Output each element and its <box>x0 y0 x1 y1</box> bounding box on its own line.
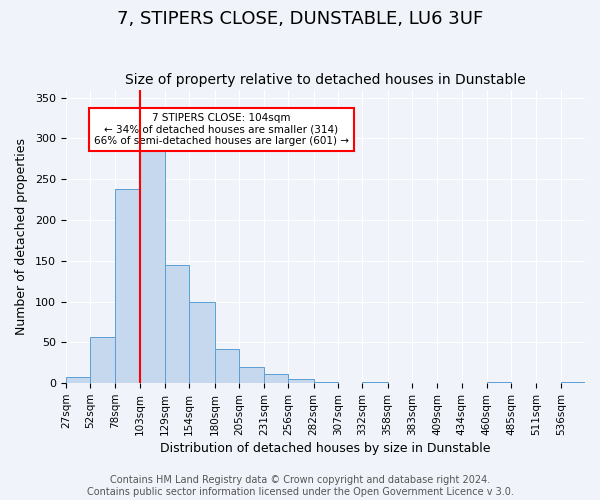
Bar <box>66 376 90 383</box>
Bar <box>289 379 314 383</box>
Bar <box>215 349 239 383</box>
Bar <box>362 382 388 383</box>
Bar <box>189 302 215 383</box>
Bar <box>115 189 140 383</box>
Text: 7 STIPERS CLOSE: 104sqm
← 34% of detached houses are smaller (314)
66% of semi-d: 7 STIPERS CLOSE: 104sqm ← 34% of detache… <box>94 113 349 146</box>
Bar <box>314 382 338 383</box>
Bar <box>165 265 189 383</box>
X-axis label: Distribution of detached houses by size in Dunstable: Distribution of detached houses by size … <box>160 442 491 455</box>
Title: Size of property relative to detached houses in Dunstable: Size of property relative to detached ho… <box>125 73 526 87</box>
Bar <box>487 382 511 383</box>
Text: Contains HM Land Registry data © Crown copyright and database right 2024.
Contai: Contains HM Land Registry data © Crown c… <box>86 476 514 497</box>
Bar <box>560 382 585 383</box>
Bar <box>264 374 289 383</box>
Bar <box>239 367 264 383</box>
Y-axis label: Number of detached properties: Number of detached properties <box>15 138 28 335</box>
Text: 7, STIPERS CLOSE, DUNSTABLE, LU6 3UF: 7, STIPERS CLOSE, DUNSTABLE, LU6 3UF <box>117 10 483 28</box>
Bar <box>140 145 165 383</box>
Bar <box>90 336 115 383</box>
